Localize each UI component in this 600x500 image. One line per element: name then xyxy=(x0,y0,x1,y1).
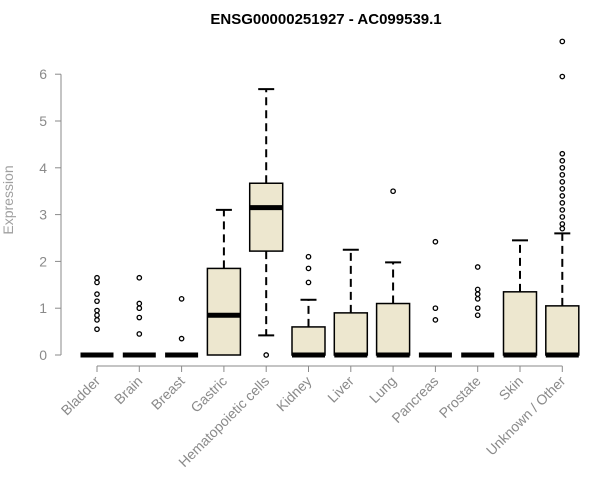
x-tick-label: Brain xyxy=(111,373,145,407)
box-group xyxy=(461,264,495,358)
outlier-point xyxy=(263,352,270,358)
outlier-point xyxy=(559,225,566,232)
y-tick-label: 2 xyxy=(39,253,47,269)
box-iqr xyxy=(333,312,369,356)
outlier-point xyxy=(136,274,143,281)
y-tick-label: 0 xyxy=(39,347,47,363)
outlier-point xyxy=(474,286,481,293)
box-iqr xyxy=(206,267,242,356)
outlier-point xyxy=(559,186,566,192)
outlier-point xyxy=(559,150,566,157)
box-group xyxy=(165,295,199,358)
y-tick-label: 6 xyxy=(39,66,47,82)
box-group xyxy=(418,238,452,358)
outlier-point xyxy=(136,305,143,312)
box-series xyxy=(80,38,580,358)
y-tick-label: 4 xyxy=(39,160,47,176)
outlier-point xyxy=(432,305,439,312)
outlier-point xyxy=(559,193,566,199)
outlier-point xyxy=(94,291,100,298)
outlier-point xyxy=(474,291,481,298)
outlier-point xyxy=(559,171,566,178)
outlier-point xyxy=(559,178,566,185)
box-group xyxy=(333,248,369,358)
outlier-point xyxy=(390,188,396,195)
outlier-point xyxy=(432,238,439,245)
outlier-point xyxy=(305,279,312,286)
box-group xyxy=(502,239,538,358)
x-tick-label: Skin xyxy=(496,373,527,404)
outlier-point xyxy=(178,335,185,342)
outlier-point xyxy=(94,279,100,286)
x-tick-label: Pancreas xyxy=(388,373,441,426)
box-iqr xyxy=(545,305,580,356)
y-axis: 0 1 2 3 4 5 6 xyxy=(39,66,62,363)
x-tick-label: Prostate xyxy=(436,373,484,421)
box-group xyxy=(291,253,326,358)
box-group xyxy=(545,38,580,358)
outlier-point xyxy=(94,312,100,319)
outlier-point xyxy=(559,200,566,206)
box-iqr xyxy=(375,302,411,356)
box-iqr xyxy=(248,182,284,252)
outlier-point xyxy=(136,331,143,337)
outlier-point xyxy=(305,253,312,260)
outlier-point xyxy=(559,73,566,80)
outlier-point xyxy=(94,307,100,314)
box-group xyxy=(122,274,156,358)
outlier-point xyxy=(474,312,481,319)
x-tick-label: Unknown / Other xyxy=(483,373,569,459)
outlier-point xyxy=(94,298,100,305)
outlier-point xyxy=(559,214,566,220)
box-group xyxy=(206,208,242,356)
outlier-point xyxy=(94,317,100,323)
outlier-point xyxy=(559,38,566,45)
x-tick-label: Breast xyxy=(148,373,188,413)
box-group xyxy=(80,274,114,358)
outlier-point xyxy=(559,157,566,164)
x-tick-label: Bladder xyxy=(58,373,104,419)
outlier-point xyxy=(94,274,100,281)
outlier-point xyxy=(559,221,566,227)
x-tick-label: Lung xyxy=(366,373,399,406)
box-iqr xyxy=(291,326,326,356)
outlier-point xyxy=(474,264,481,270)
outlier-point xyxy=(559,164,566,171)
outlier-point xyxy=(474,305,481,312)
box-group xyxy=(375,188,411,358)
x-tick-label: Liver xyxy=(324,373,357,406)
y-tick-label: 1 xyxy=(39,300,47,316)
outlier-point xyxy=(432,317,439,323)
box-group xyxy=(248,88,284,358)
box-iqr xyxy=(502,291,538,356)
y-tick-label: 3 xyxy=(39,207,47,223)
outlier-point xyxy=(474,295,481,302)
chart-title: ENSG00000251927 - AC099539.1 xyxy=(210,11,441,28)
outlier-point xyxy=(559,207,566,213)
outlier-point xyxy=(305,265,312,272)
outlier-point xyxy=(136,314,143,321)
y-tick-label: 5 xyxy=(39,113,47,129)
outlier-point xyxy=(136,300,143,307)
outlier-point xyxy=(94,326,100,333)
y-axis-label: Expression xyxy=(0,165,16,234)
x-tick-label: Kidney xyxy=(273,373,315,415)
outlier-point xyxy=(178,295,185,302)
